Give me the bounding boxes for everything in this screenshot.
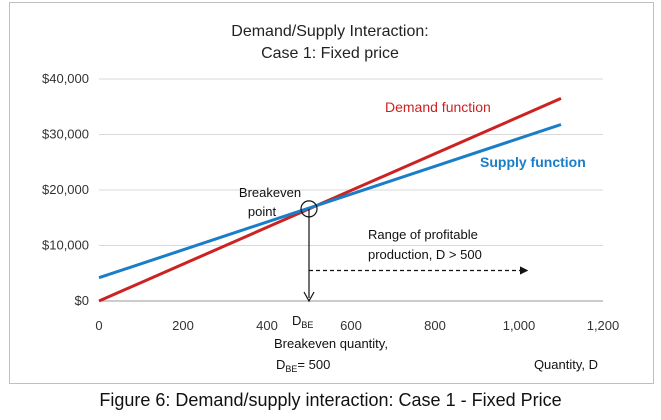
breakeven-quantity-line1: Breakeven quantity, (274, 336, 388, 351)
figure-caption: Figure 6: Demand/supply interaction: Cas… (99, 390, 562, 410)
supply-function-line (98, 123, 562, 280)
x-tick-label: 800 (424, 318, 446, 333)
demand-function-label: Demand function (385, 99, 491, 115)
supply-function-label: Supply function (480, 154, 586, 170)
chart-svg: Demand/Supply Interaction: Case 1: Fixed… (42, 23, 619, 374)
bq-rest: = 500 (297, 357, 330, 372)
x-tick-label: 400 (256, 318, 278, 333)
y-tick-labels: $0 $10,000 $20,000 $30,000 $40,000 (42, 71, 89, 308)
y-tick-label: $30,000 (42, 127, 89, 142)
dbe-base: D (292, 313, 301, 328)
x-tick-label: 200 (172, 318, 194, 333)
x-tick-label: 0 (95, 318, 102, 333)
grid (99, 78, 603, 302)
x-tick-label: 1,200 (587, 318, 620, 333)
x-tick-labels: 0 200 400 600 800 1,000 1,200 (95, 318, 619, 333)
chart-subtitle: Case 1: Fixed price (261, 45, 399, 62)
range-label-line2: production, D > 500 (368, 247, 482, 262)
series-lines: Demand function Supply function (98, 97, 586, 303)
range-label-line1: Range of profitable (368, 227, 478, 242)
annotations: Breakeven point Range of profitable prod… (239, 185, 598, 374)
y-tick-label: $20,000 (42, 182, 89, 197)
y-tick-label: $10,000 (42, 238, 89, 253)
y-tick-label: $40,000 (42, 71, 89, 86)
dbe-sub: BE (301, 320, 313, 330)
y-tick-label: $0 (75, 293, 89, 308)
chart-frame (9, 2, 654, 384)
x-tick-label: 1,000 (503, 318, 536, 333)
breakeven-point-label-line2: point (248, 204, 277, 219)
bq-sub: BE (285, 364, 297, 374)
bq-base: D (276, 357, 285, 372)
dbe-label: DBE (292, 313, 313, 330)
chart-title: Demand/Supply Interaction: (231, 23, 428, 40)
x-tick-label: 600 (340, 318, 362, 333)
breakeven-point-label-line1: Breakeven (239, 185, 301, 200)
breakeven-drop-arrow (303, 291, 315, 303)
x-axis-label: Quantity, D (534, 357, 598, 372)
breakeven-quantity-line2: DBE= 500 (276, 357, 330, 374)
